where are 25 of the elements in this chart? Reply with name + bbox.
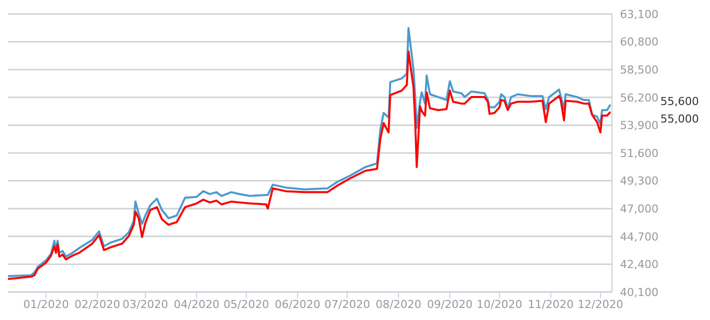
x-tick-label: 06/2020 bbox=[274, 298, 320, 311]
text: 55,000 bbox=[660, 112, 699, 126]
x-tick-label: 11/2020 bbox=[528, 298, 574, 311]
x-tick-label: 05/2020 bbox=[223, 298, 270, 311]
y-tick-label: 56,200 bbox=[620, 91, 658, 104]
x-tick-label: 08/2020 bbox=[376, 298, 422, 311]
x-tick-label: 01/2020 bbox=[23, 298, 69, 311]
y-tick-label: 51,600 bbox=[620, 146, 658, 160]
y-tick-label: 47,000 bbox=[620, 202, 658, 216]
x-tick-label: 10/2020 bbox=[476, 298, 522, 311]
y-tick-label: 42,400 bbox=[620, 258, 658, 272]
x-tick-label: 12/2020 bbox=[578, 298, 624, 311]
x-tick-label: 07/2020 bbox=[324, 298, 370, 311]
y-tick-label: 63,100 bbox=[620, 8, 658, 21]
y-tick-label: 53,900 bbox=[620, 119, 658, 132]
y-tick-label: 44,700 bbox=[620, 230, 658, 244]
x-tick-label: 09/2020 bbox=[426, 298, 473, 311]
y-tick-label: 60,800 bbox=[620, 36, 658, 49]
text: 55,600 bbox=[660, 95, 699, 108]
x-tick-label: 02/2020 bbox=[74, 298, 120, 311]
x-tick-label: 03/2020 bbox=[122, 298, 168, 311]
y-tick-label: 40,100 bbox=[620, 286, 658, 299]
y-tick-label: 49,300 bbox=[620, 174, 658, 188]
y-tick-label: 58,500 bbox=[620, 64, 658, 77]
x-tick-label: 04/2020 bbox=[174, 298, 220, 311]
